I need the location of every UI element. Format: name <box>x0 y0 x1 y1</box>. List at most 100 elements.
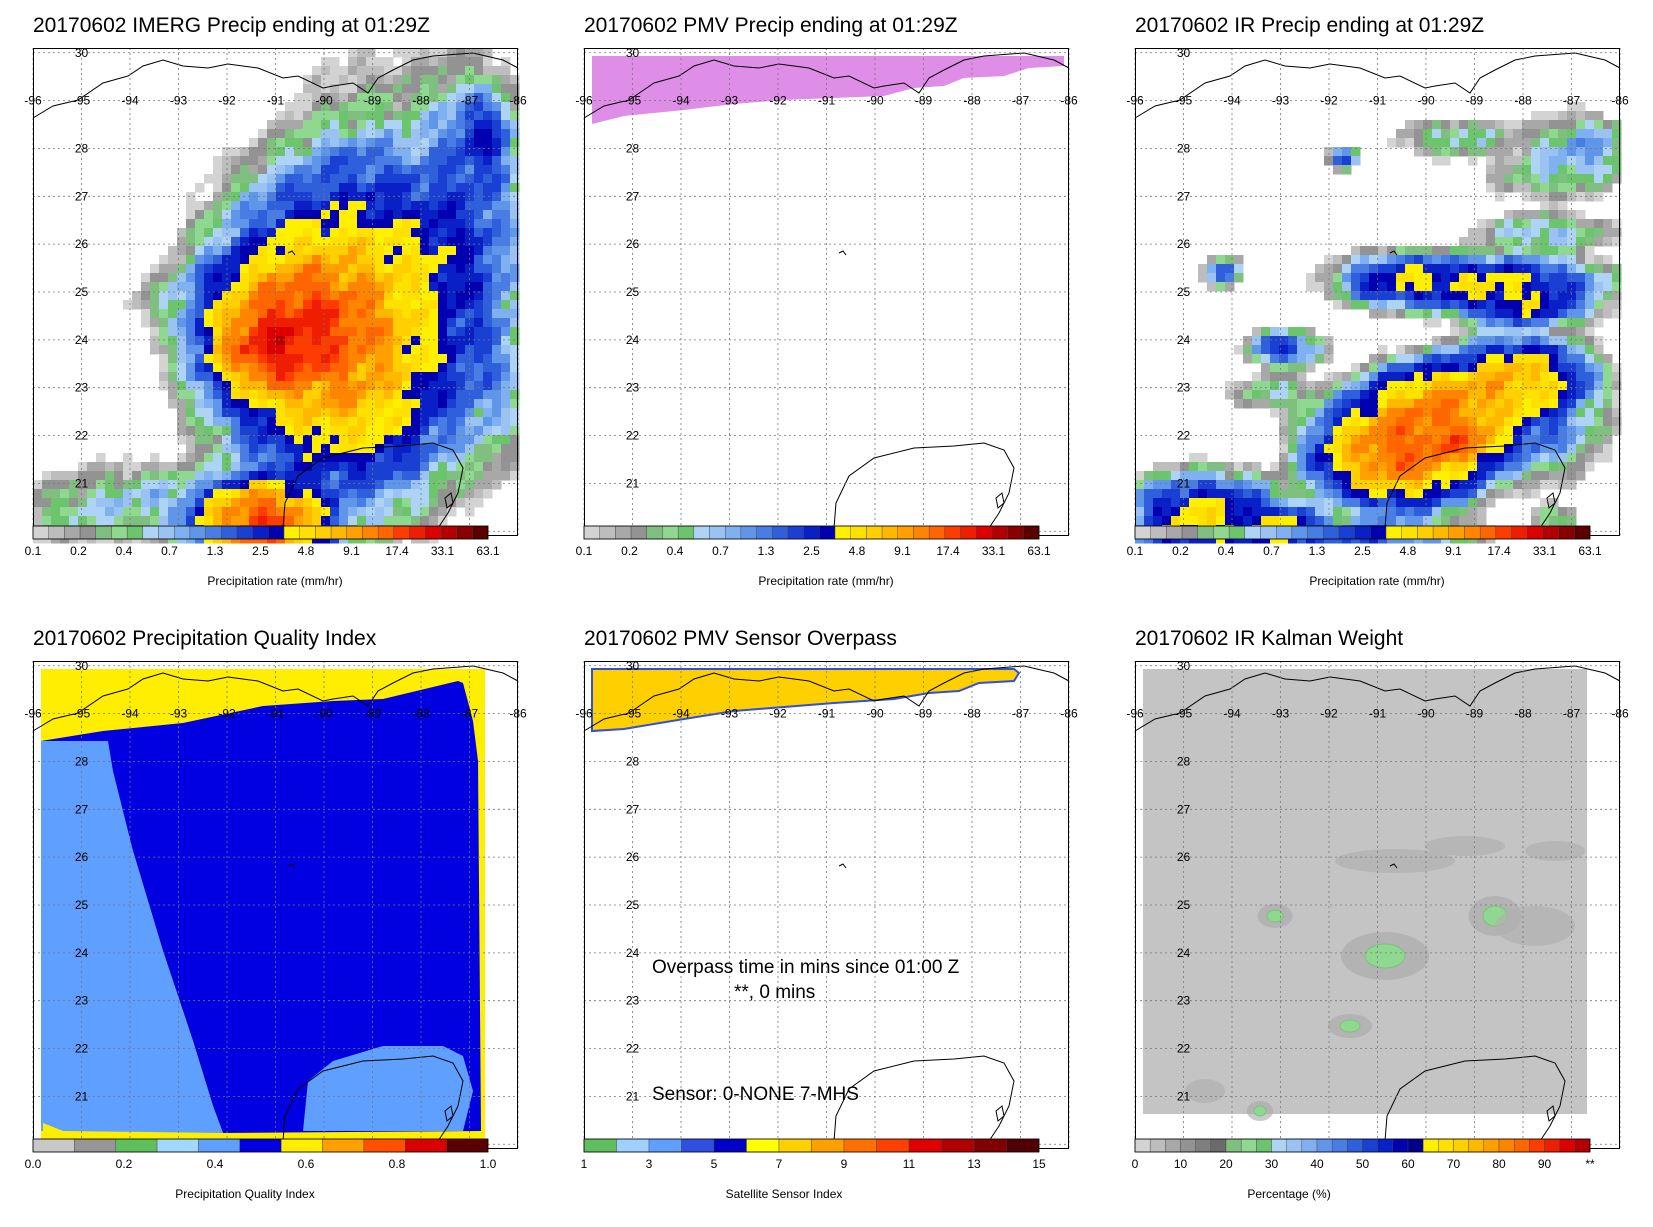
overpass-time-value: **, 0 mins <box>734 982 816 1003</box>
lon-tick-label: -88 <box>963 707 981 721</box>
overpass-map: -96 -95 -94 -93 -92 -91 -90 -89 -88 -87 -86 30 28 27 2… <box>575 659 1078 1151</box>
colorbar-tick-label: 33.1 <box>1533 544 1557 558</box>
colorbar-swatch <box>778 1138 812 1153</box>
colorbar-swatch <box>1323 525 1340 540</box>
colorbar-tick-label: 2.5 <box>803 544 820 558</box>
colorbar: 0.1 0.2 0.4 0.7 1.3 2.5 4.8 9.1 17.4 33.1 63.1 <box>576 525 1051 558</box>
colorbar-swatch <box>283 525 300 540</box>
lon-tick-label: -90 <box>1417 94 1435 108</box>
lat-tick-label: 26 <box>626 237 640 251</box>
lon-tick-label: -96 <box>575 94 593 108</box>
colorbar-swatch <box>725 525 742 540</box>
lat-tick-label: 22 <box>626 1042 640 1056</box>
colorbar-tick-label: 0.1 <box>1127 544 1144 558</box>
colorbar-swatch <box>1228 525 1246 540</box>
colorbar-tick-label: 50 <box>1356 1157 1370 1171</box>
colorbar-swatch <box>1558 525 1575 540</box>
colorbar-swatch <box>1006 1138 1040 1153</box>
colorbar-swatch <box>1007 525 1024 540</box>
lon-tick-label: -87 <box>1563 707 1581 721</box>
colorbar-swatch <box>299 525 316 540</box>
colorbar-swatch <box>1483 1138 1500 1153</box>
colorbar-swatch <box>456 525 473 540</box>
panel-sensor-overpass: 20170602 PMV Sensor Overpass -96 -95 -94 -9… <box>575 627 1104 1227</box>
lon-tick-label: -93 <box>721 707 739 721</box>
lat-tick-label: 25 <box>626 898 640 912</box>
colorbar-swatch <box>876 1138 910 1153</box>
colorbar-label: Precipitation rate (mm/hr) <box>1309 574 1445 588</box>
colorbar-tick-label: 0.2 <box>1172 544 1189 558</box>
lon-tick-label: -95 <box>624 94 642 108</box>
colorbar-swatch <box>713 1138 747 1153</box>
colorbar-swatch <box>1417 525 1434 540</box>
colorbar-swatch <box>1385 525 1402 540</box>
colorbar-tick-label: 1.3 <box>758 544 775 558</box>
lon-tick-label: -89 <box>1466 707 1484 721</box>
colorbar-swatch <box>1210 1138 1227 1153</box>
lon-tick-label: -92 <box>769 94 787 108</box>
lat-tick-label: 21 <box>75 1089 89 1103</box>
colorbar-swatch <box>1150 525 1167 540</box>
colorbar-swatch <box>239 1138 282 1153</box>
colorbar-swatch <box>74 1138 116 1153</box>
colorbar-tick-label: 0.2 <box>70 544 87 558</box>
colorbar-swatch <box>1180 1138 1196 1153</box>
lat-tick-label: 26 <box>1177 237 1191 251</box>
lat-tick-label: 21 <box>626 476 640 490</box>
lon-tick-label: -95 <box>1175 94 1193 108</box>
colorbar: 0.0 0.2 0.4 0.6 0.8 1.0 <box>25 1138 497 1171</box>
colorbar-swatch <box>1134 525 1151 540</box>
panel-kalman-weight: 20170602 IR Kalman Weight -96 -95 -94 -93 -9… <box>1126 627 1653 1227</box>
colorbar-tick-label: 10 <box>1174 1157 1188 1171</box>
colorbar-swatch <box>377 525 395 540</box>
colorbar-tick-label: 13 <box>967 1157 981 1171</box>
colorbar-tick-label: 3 <box>646 1157 653 1171</box>
lon-tick-label: -86 <box>1060 94 1078 108</box>
colorbar-swatch <box>583 525 600 540</box>
colorbar-swatch <box>425 525 442 540</box>
lat-tick-label: 21 <box>75 476 89 490</box>
colorbar-swatch <box>630 525 647 540</box>
colorbar-swatch <box>1559 1138 1576 1153</box>
lat-tick-label: 28 <box>1177 754 1191 768</box>
colorbar-tick-label: 0.4 <box>1218 544 1235 558</box>
lon-tick-label: -92 <box>1320 707 1338 721</box>
colorbar-tick-label: 2.5 <box>252 544 269 558</box>
colorbar-tick-label: ** <box>1585 1157 1595 1171</box>
lon-tick-label: -94 <box>1223 94 1241 108</box>
lat-tick-label: 25 <box>75 285 89 299</box>
overpass-time-note: Overpass time in mins since 01:00 Z <box>652 957 960 978</box>
colorbar-swatch <box>1392 1138 1409 1153</box>
lat-tick-label: 23 <box>626 994 640 1008</box>
colorbar-swatch <box>834 525 851 540</box>
lat-tick-label: 24 <box>1177 333 1191 347</box>
colorbar-swatch <box>1498 1138 1515 1153</box>
colorbar-swatch <box>1438 1138 1454 1153</box>
colorbar-swatch <box>393 525 410 540</box>
colorbar-tick-label: 9 <box>841 1157 848 1171</box>
colorbar-swatch <box>126 525 144 540</box>
colorbar-tick-label: 0.6 <box>298 1157 315 1171</box>
colorbar-swatch <box>405 1138 447 1153</box>
lat-tick-label: 30 <box>75 659 89 673</box>
colorbar-swatch <box>866 525 883 540</box>
lon-tick-label: -91 <box>267 94 285 108</box>
colorbar-tick-label: 11 <box>903 1157 916 1171</box>
colorbar-tick-label: 1.0 <box>480 1157 497 1171</box>
colorbar-tick-label: 63.1 <box>476 544 500 558</box>
colorbar-swatch <box>315 525 332 540</box>
colorbar: 1 3 5 7 9 11 13 15 <box>581 1138 1046 1171</box>
colorbar-label: Precipitation Quality Index <box>175 1187 315 1201</box>
colorbar-swatch <box>115 1138 158 1153</box>
colorbar-tick-label: 17.4 <box>1487 544 1511 558</box>
colorbar-tick-label: 63.1 <box>1027 544 1051 558</box>
colorbar-swatch <box>362 525 379 540</box>
precip-map: -96 -95 -94 -93 -92 -91 -90 -89 -88 -87 -86 30 28 27 2… <box>1126 46 1629 544</box>
colorbar-swatch <box>583 1138 617 1153</box>
colorbar-swatch <box>1432 525 1449 540</box>
colorbar-swatch <box>960 525 977 540</box>
lat-tick-label: 28 <box>75 754 89 768</box>
lon-tick-label: -89 <box>915 707 933 721</box>
lon-tick-label: -86 <box>509 707 527 721</box>
lat-tick-label: 23 <box>75 381 89 395</box>
